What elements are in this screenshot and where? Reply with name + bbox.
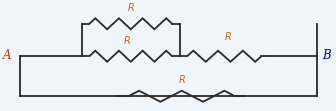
Text: R: R xyxy=(178,75,185,85)
Text: A: A xyxy=(3,49,11,62)
Text: R: R xyxy=(224,32,231,42)
Text: R: R xyxy=(127,3,134,13)
Text: R: R xyxy=(124,37,131,47)
Text: B: B xyxy=(322,49,331,62)
